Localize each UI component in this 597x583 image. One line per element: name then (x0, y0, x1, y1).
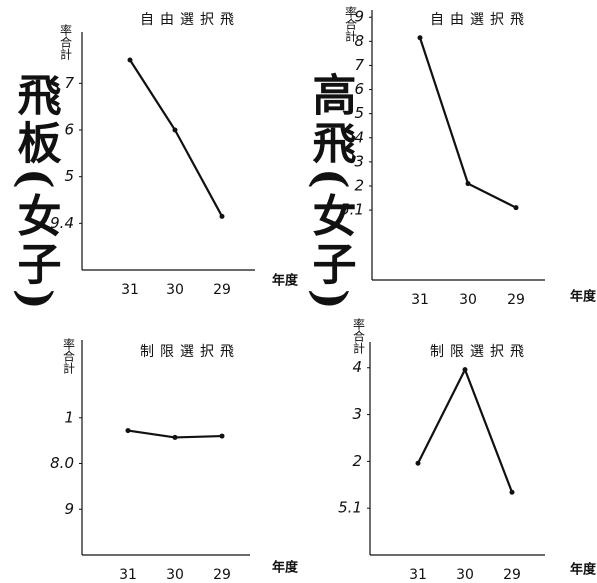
x-tick-label: 31 (121, 282, 139, 298)
x-axis-label: 年度 (570, 562, 597, 578)
data-point (172, 127, 178, 133)
y-tick-label: 4 (352, 358, 362, 376)
data-point (462, 367, 468, 373)
y-tick-label: 5 (64, 167, 74, 185)
y-tick-label: 3 (352, 405, 362, 423)
x-tick-label: 29 (503, 567, 521, 583)
chart-title: 自由選択飛 (140, 12, 240, 28)
y-axis-label: 率合計 (62, 337, 76, 374)
data-line (417, 366, 514, 493)
data-point (219, 213, 225, 219)
y-tick-label: 8.0 (50, 454, 74, 472)
x-axis-label: 年度 (272, 273, 299, 289)
x-tick-label: 30 (456, 567, 474, 583)
side-label: 飛板(女子) (10, 72, 62, 314)
side-label: 高飛(女子) (305, 72, 357, 314)
x-tick-label: 31 (411, 292, 429, 308)
x-tick-label: 31 (409, 567, 427, 583)
x-tick-label: 30 (166, 567, 184, 583)
x-tick-label: 30 (459, 292, 477, 308)
y-tick-label: 9.4 (50, 214, 74, 232)
data-point (415, 460, 421, 466)
y-tick-label: 9 (354, 8, 364, 26)
data-point (513, 205, 519, 211)
y-tick-label: 2 (354, 176, 364, 194)
chart-title: 制限選択飛 (430, 344, 530, 360)
y-tick-label: 9 (64, 500, 74, 518)
x-tick-label: 31 (119, 567, 137, 583)
data-point (127, 57, 133, 63)
y-tick-label: 7 (64, 74, 74, 92)
x-tick-label: 30 (166, 282, 184, 298)
data-point (509, 489, 515, 495)
y-axis-label: 率合計 (344, 5, 358, 42)
y-tick-label: 5 (354, 104, 364, 122)
data-point (417, 35, 423, 41)
data-point (125, 428, 131, 434)
data-point (465, 181, 471, 187)
y-tick-label: 7 (354, 56, 364, 74)
y-tick-label: 5.1 (338, 499, 362, 517)
y-tick-label: 6 (354, 80, 364, 98)
chart-title: 自由選択飛 (430, 12, 530, 28)
data-point (219, 433, 225, 439)
y-tick-label: 3 (354, 152, 364, 170)
y-tick-label: 4 (354, 128, 364, 146)
x-tick-label: 29 (213, 282, 231, 298)
y-tick-label: 5.1 (340, 201, 364, 219)
y-tick-label: 6 (64, 121, 74, 139)
y-tick-label: 1 (64, 408, 74, 426)
x-tick-label: 29 (213, 567, 231, 583)
x-tick-label: 29 (507, 292, 525, 308)
x-axis-label: 年度 (272, 560, 299, 576)
data-line (129, 59, 223, 217)
chart-title: 制限選択飛 (140, 344, 240, 360)
data-point (172, 434, 178, 440)
y-axis-label: 率合計 (352, 317, 366, 354)
y-axis-label: 率合計 (59, 23, 73, 60)
y-tick-label: 8 (354, 32, 364, 50)
y-tick-label: 2 (352, 452, 362, 470)
x-axis-label: 年度 (570, 289, 597, 305)
